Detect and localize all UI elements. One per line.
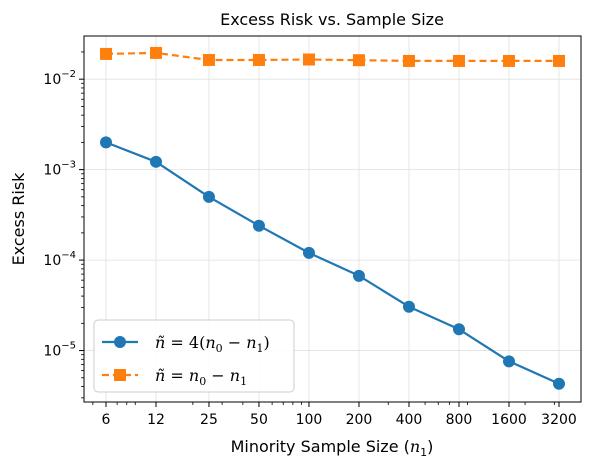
x-tick-label: 25 (200, 412, 218, 428)
series-1-point (252, 219, 265, 232)
y-tick-label: 10−4 (43, 250, 76, 269)
series-2-point (100, 47, 112, 60)
x-tick-label: 400 (396, 412, 423, 428)
legend-marker-series-2 (114, 369, 126, 381)
x-tick-label: 1600 (491, 412, 527, 428)
series-2-point (150, 46, 163, 59)
series-2-point (202, 53, 215, 66)
series-1-point (100, 136, 112, 149)
legend-label-series-2: ñ = n0 − n1 (155, 366, 247, 388)
series-2-point (252, 53, 265, 66)
x-tick-label: 12 (147, 412, 165, 428)
y-axis-label: Excess Risk (9, 172, 28, 266)
series-2-point (402, 54, 415, 67)
series-1-line (105, 141, 560, 385)
legend-marker-series-1 (114, 336, 126, 348)
chart-title: Excess Risk vs. Sample Size (220, 10, 444, 29)
series-layer (100, 46, 565, 390)
y-tick-label: 10−5 (43, 341, 76, 360)
y-tick-label: 10−2 (43, 69, 76, 88)
series-1-point (352, 269, 365, 282)
series-1-point (202, 190, 215, 203)
legend: ñ = 4(n0 − n1) ñ = n0 − n1 (93, 319, 295, 393)
plot-frame (83, 35, 582, 403)
x-axis-label-n: n (410, 437, 420, 456)
legend-label-1-n: ñ (155, 333, 165, 352)
y-axis-ticks: 10−5 10−4 10−3 10−2 (43, 51, 84, 399)
series-2-point (352, 54, 365, 67)
series-2-point (553, 54, 565, 67)
series-1-point (452, 323, 465, 336)
x-tick-label: 6 (102, 412, 111, 428)
series-1-point (502, 355, 515, 368)
series-2-line (105, 51, 559, 63)
x-tick-label: 800 (446, 412, 473, 428)
x-tick-label: 3200 (541, 412, 577, 428)
legend-label-series-1: ñ = 4(n0 − n1) (155, 333, 270, 355)
x-tick-label: 100 (296, 412, 323, 428)
x-axis-label: Minority Sample Size (n1) (231, 437, 434, 459)
series-1-point (402, 300, 415, 313)
x-tick-label: 200 (346, 412, 373, 428)
x-axis-label-text: Minority Sample Size ( (231, 437, 410, 456)
x-axis-label-close: ) (427, 437, 433, 456)
series-2-point (452, 54, 465, 67)
x-axis-label-sub: 1 (420, 446, 427, 459)
legend-label-2-n: ñ (155, 366, 165, 385)
legend-box (93, 319, 295, 393)
series-2-point (302, 53, 315, 66)
y-tick-label: 10−3 (43, 160, 76, 179)
series-1-point (150, 155, 163, 168)
series-1-point (302, 246, 315, 259)
series-1-point (553, 377, 565, 390)
x-axis-ticks: 6 12 25 50 100 200 400 800 1600 3200 (92, 402, 577, 428)
x-tick-label: 50 (250, 412, 268, 428)
series-2-point (502, 54, 515, 67)
